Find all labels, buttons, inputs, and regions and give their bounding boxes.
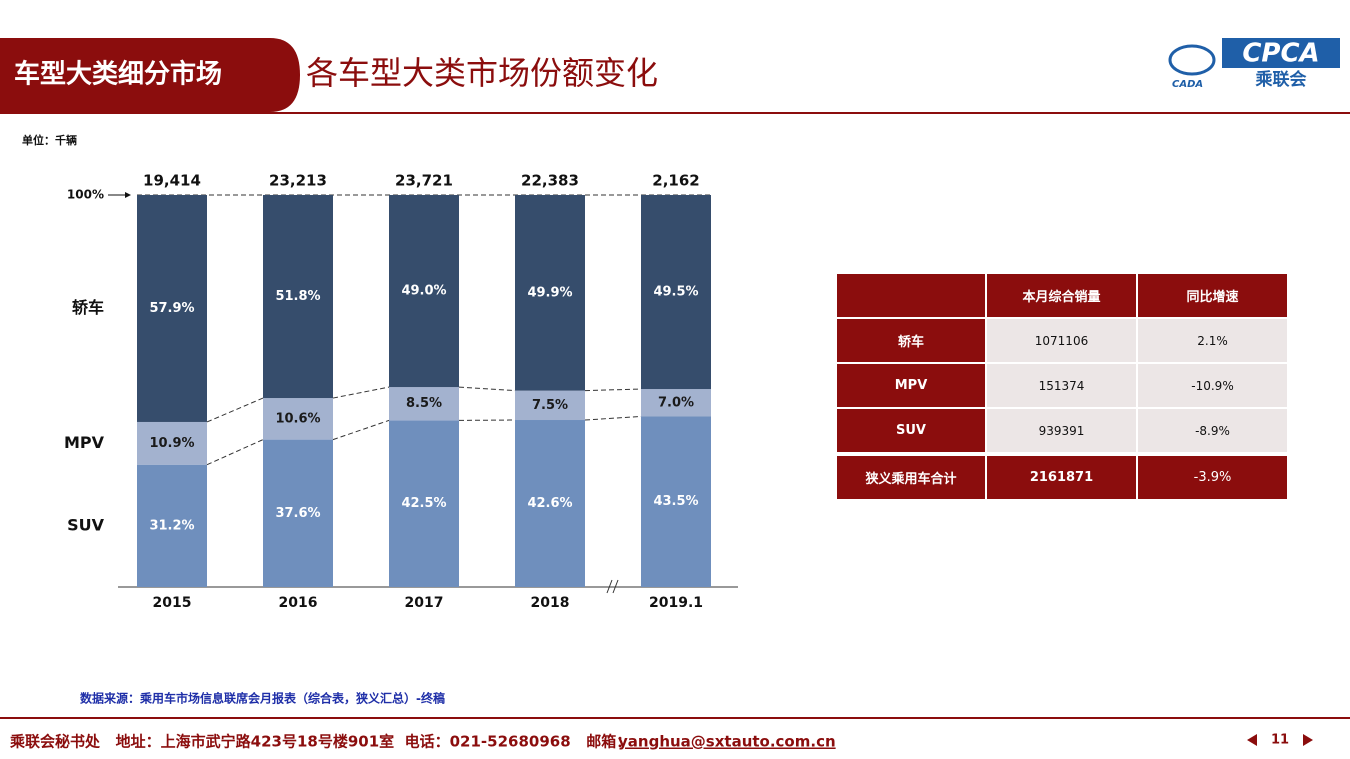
table-header: 本月综合销量 bbox=[987, 274, 1136, 317]
row-label: 狭义乘用车合计 bbox=[837, 454, 985, 499]
bar-segment bbox=[263, 398, 333, 440]
connector bbox=[584, 388, 642, 392]
value-label: 10.9% bbox=[149, 436, 194, 451]
next-arrow[interactable] bbox=[1303, 734, 1313, 746]
value-label: 43.5% bbox=[653, 494, 698, 509]
section-tab bbox=[0, 38, 300, 112]
footer-email[interactable]: yanghua@sxtauto.com.cn bbox=[618, 733, 836, 751]
bar-segment bbox=[515, 420, 585, 587]
connector bbox=[332, 419, 390, 441]
value-label: 31.2% bbox=[149, 518, 194, 533]
logo-left: CADA bbox=[1172, 79, 1203, 90]
table-header: 同比增速 bbox=[1138, 274, 1287, 317]
bar-segment bbox=[389, 387, 459, 421]
value-label: 42.6% bbox=[527, 496, 572, 511]
logo-sub: 乘联会 bbox=[1255, 69, 1307, 90]
connector bbox=[206, 397, 264, 423]
tick-arrowhead bbox=[125, 192, 131, 198]
value-label: 51.8% bbox=[275, 289, 320, 304]
bar-segment bbox=[515, 195, 585, 391]
cell: -8.9% bbox=[1138, 409, 1287, 452]
sales-table: 本月综合销量 同比增速 轿车 1071106 2.1% MPV 151374 -10.9… bbox=[835, 272, 1289, 501]
total-label: 2,162 bbox=[652, 172, 699, 190]
logo-box bbox=[1222, 38, 1340, 68]
cell: 2161871 bbox=[987, 454, 1136, 499]
value-label: 37.6% bbox=[275, 506, 320, 521]
row-label: 轿车 bbox=[837, 319, 985, 362]
logo-mark bbox=[1168, 44, 1216, 76]
bar-segment bbox=[389, 195, 459, 388]
bar-segment bbox=[137, 421, 207, 465]
bar-segment bbox=[137, 195, 207, 422]
cell: 2.1% bbox=[1138, 319, 1287, 362]
total-label: 19,414 bbox=[143, 172, 201, 190]
value-label: 8.5% bbox=[406, 396, 442, 411]
x-tick-label: 2015 bbox=[153, 595, 192, 611]
total-label: 23,213 bbox=[269, 172, 327, 190]
value-label: 42.5% bbox=[401, 496, 446, 511]
x-tick-label: 2017 bbox=[405, 595, 444, 611]
legend-label: SUV bbox=[67, 515, 105, 534]
x-tick-label: 2019.1 bbox=[649, 595, 703, 611]
prev-arrow[interactable] bbox=[1247, 734, 1257, 746]
cell: 939391 bbox=[987, 409, 1136, 452]
row-label: MPV bbox=[837, 364, 985, 407]
bar-segment bbox=[263, 439, 333, 587]
axis-break bbox=[606, 579, 619, 594]
value-label: 49.9% bbox=[527, 285, 572, 300]
connector bbox=[332, 386, 390, 399]
section-title: 车型大类细分市场 bbox=[14, 59, 222, 90]
x-tick-label: 2016 bbox=[279, 595, 318, 611]
row-label: SUV bbox=[837, 409, 985, 452]
x-tick-label: 2018 bbox=[531, 595, 570, 611]
bar-segment bbox=[137, 464, 207, 587]
source: 数据来源：乘用车市场信息联席会月报表（综合表，狭义汇总）-终稿 bbox=[80, 691, 445, 706]
table-corner bbox=[837, 274, 985, 317]
legend-label: MPV bbox=[64, 433, 105, 452]
connector bbox=[584, 415, 642, 421]
bar-segment bbox=[263, 195, 333, 399]
value-label: 49.5% bbox=[653, 285, 698, 300]
unit: 单位：千辆 bbox=[22, 133, 77, 147]
cell: -10.9% bbox=[1138, 364, 1287, 407]
page-number: 11 bbox=[1271, 733, 1289, 748]
bar-segment bbox=[641, 195, 711, 390]
connector bbox=[206, 439, 264, 466]
cell: -3.9% bbox=[1138, 454, 1287, 499]
cell: 151374 bbox=[987, 364, 1136, 407]
bar-segment bbox=[641, 416, 711, 587]
value-label: 7.5% bbox=[532, 398, 568, 413]
bar-segment bbox=[515, 390, 585, 421]
total-label: 22,383 bbox=[521, 172, 579, 190]
value-label: 49.0% bbox=[401, 284, 446, 299]
legend-label: 轿车 bbox=[72, 298, 104, 317]
value-label: 10.6% bbox=[275, 411, 320, 426]
value-label: 7.0% bbox=[658, 395, 694, 410]
bar-segment bbox=[641, 389, 711, 417]
cell: 1071106 bbox=[987, 319, 1136, 362]
total-label: 23,721 bbox=[395, 172, 453, 190]
value-label: 57.9% bbox=[149, 301, 194, 316]
y-tick-label: 100% bbox=[67, 188, 104, 202]
connector bbox=[458, 386, 516, 392]
logo-main: CPCA bbox=[1242, 39, 1319, 69]
footer-text: 乘联会秘书处 地址：上海市武宁路423号18号楼901室 电话：021-5268… bbox=[9, 733, 631, 751]
bar-segment bbox=[389, 420, 459, 587]
title: 各车型大类市场份额变化 bbox=[306, 54, 658, 92]
